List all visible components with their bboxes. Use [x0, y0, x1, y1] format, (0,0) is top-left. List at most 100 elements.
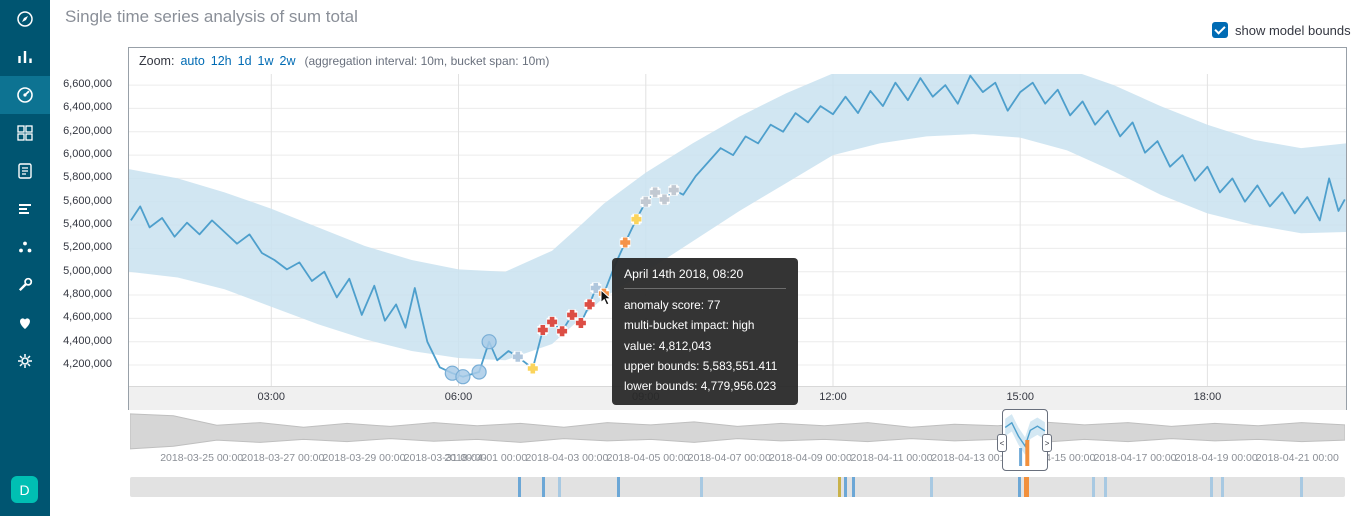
y-axis-tick: 6,200,000 [63, 124, 112, 137]
management-icon [18, 354, 32, 368]
y-axis-tick: 5,000,000 [63, 264, 112, 277]
model-bounds-label[interactable]: show model bounds [1235, 22, 1351, 38]
context-date-label: 2018-03-31 00:00 [403, 452, 487, 464]
swimlane-anomaly-mark-lightblue[interactable] [1300, 477, 1303, 497]
sidebar-item-metrics[interactable] [0, 190, 50, 228]
sidebar-item-apm[interactable] [0, 228, 50, 266]
app-sidebar: D [0, 0, 50, 516]
tooltip-timestamp: April 14th 2018, 08:20 [624, 267, 744, 281]
context-date-label: 2018-04-09 00:00 [768, 452, 852, 464]
timeseries-svg[interactable] [129, 74, 1346, 386]
swimlane-anomaly-mark-blue[interactable] [851, 477, 855, 497]
x-axis-tick-06:00: 06:00 [444, 391, 473, 403]
tooltip-details: anomaly score: 77 multi-bucket impact: hi… [624, 295, 786, 396]
mouse-cursor [600, 290, 612, 306]
monitoring-icon [20, 318, 30, 329]
swimlane-anomaly-mark-lightblue[interactable] [557, 477, 561, 497]
sidebar-item-discover[interactable] [0, 0, 50, 38]
swimlane-anomaly-mark-blue[interactable] [617, 477, 621, 497]
context-chart[interactable]: 2018-03-25 00:00 2018-03-27 00:00 2018-03-… [130, 409, 1345, 471]
swimlane-anomaly-mark-lightblue[interactable] [929, 477, 933, 497]
x-axis-tick-03:00: 03:00 [257, 391, 286, 403]
y-axis-tick: 6,600,000 [63, 78, 112, 91]
tooltip-separator [624, 288, 786, 289]
context-date-label: 2018-04-17 00:00 [1093, 452, 1177, 464]
show-model-bounds-toggle: show model bounds [1212, 22, 1351, 38]
tooltip-line: anomaly score: 77 [624, 298, 721, 312]
tooltip-line: multi-bucket impact: high [624, 318, 755, 333]
swimlane-anomaly-mark-blue[interactable] [541, 477, 545, 497]
context-date-label: 2018-03-25 00:00 [160, 452, 244, 464]
page-title: Single time series analysis of sum total [65, 7, 358, 26]
y-axis-labels: 6,600,000 6,400,000 6,200,000 6,000,000 5,80… [0, 74, 120, 386]
zoom-link-1w[interactable]: 1w [257, 54, 274, 68]
zoom-links: auto 12h 1d 1w 2w [174, 54, 295, 68]
sidebar-item-machine-learning[interactable] [0, 76, 50, 114]
dashboard-icon [17, 125, 33, 141]
zoom-controls: Zoom: auto 12h 1d 1w 2w (aggregation interva… [129, 48, 1346, 74]
swimlane-anomaly-mark-blue[interactable] [844, 477, 848, 497]
model-bounds-checkbox[interactable] [1212, 22, 1228, 38]
swimlane-anomaly-mark-blue[interactable] [517, 477, 521, 497]
zoom-link-12h[interactable]: 12h [210, 54, 232, 68]
zoom-label: Zoom: [139, 54, 175, 68]
y-axis-tick: 5,600,000 [63, 194, 112, 207]
context-date-label: 2018-04-03 00:00 [525, 452, 609, 464]
zoom-link-1d[interactable]: 1d [237, 54, 252, 68]
context-date-label: 2018-04-21 00:00 [1255, 452, 1339, 464]
sidebar-item-management[interactable] [0, 342, 50, 380]
swimlane-anomaly-mark-lightblue[interactable] [699, 477, 703, 497]
swimlane-anomaly-mark-lightblue[interactable] [1092, 477, 1096, 497]
tooltip-line: upper bounds: 5,583,551.411 [624, 358, 778, 373]
swimlane-anomaly-mark-orange[interactable] [1024, 477, 1030, 497]
swimlane-anomaly-mark-blue[interactable] [1018, 477, 1022, 497]
brush-handle-left[interactable]: < [997, 434, 1007, 452]
y-axis-tick: 4,800,000 [63, 288, 112, 301]
swimlane-anomaly-mark-yellow[interactable] [838, 477, 842, 497]
sidebar-item-logs[interactable] [0, 152, 50, 190]
sidebar-item-monitoring[interactable] [0, 304, 50, 342]
apm-icon [19, 241, 32, 253]
zoom-link-auto[interactable]: auto [180, 54, 205, 68]
aggregation-info: (aggregation interval: 10m, bucket span:… [304, 54, 550, 68]
context-date-label: 2018-03-29 00:00 [322, 452, 406, 464]
context-date-label: 2018-04-07 00:00 [687, 452, 771, 464]
y-axis-tick: 6,400,000 [63, 101, 112, 114]
sidebar-item-visualize[interactable] [0, 38, 50, 76]
x-axis-tick-12:00: 12:00 [819, 391, 847, 403]
swimlane-anomaly-mark-lightblue[interactable] [1221, 477, 1225, 497]
sidebar-item-dev-tools[interactable] [0, 266, 50, 304]
anomaly-swimlane[interactable] [130, 477, 1345, 497]
time-selection-brush[interactable] [1002, 409, 1049, 471]
y-axis-tick: 5,200,000 [63, 241, 112, 254]
y-axis-tick: 5,400,000 [63, 218, 112, 231]
x-axis-tick-15:00: 15:00 [1006, 391, 1034, 403]
metrics-icon [19, 204, 31, 214]
tooltip-line: value: 4,812,043 [624, 338, 712, 353]
logs-icon [18, 163, 32, 179]
machine-learning-icon [17, 87, 33, 103]
anomaly-tooltip: April 14th 2018, 08:20 anomaly score: 77… [612, 258, 798, 406]
brush-handle-right[interactable]: > [1042, 434, 1053, 452]
discover-icon [17, 11, 33, 27]
y-axis-tick: 6,000,000 [63, 148, 112, 161]
context-date-label: 2018-04-13 00:00 [931, 452, 1015, 464]
context-band-svg [130, 413, 1345, 450]
sidebar-item-dashboard[interactable] [0, 114, 50, 152]
y-axis-tick: 4,400,000 [63, 334, 112, 347]
brush-mini-chart [1004, 414, 1046, 466]
zoom-link-2w[interactable]: 2w [279, 54, 296, 68]
context-date-labels: 2018-03-25 00:00 2018-03-27 00:00 2018-03-… [130, 452, 1345, 466]
user-avatar[interactable]: D [11, 476, 38, 503]
x-axis-tick-18:00: 18:00 [1193, 391, 1222, 403]
dev-tools-icon [18, 277, 33, 292]
visualize-icon [18, 51, 32, 63]
sidebar-nav [0, 0, 50, 380]
context-date-label: 2018-04-01 00:00 [444, 452, 528, 464]
timeseries-plot[interactable] [129, 74, 1346, 386]
y-axis-tick: 5,800,000 [63, 171, 112, 184]
y-axis-tick: 4,600,000 [63, 311, 112, 324]
swimlane-anomaly-mark-lightblue[interactable] [1210, 477, 1214, 497]
swimlane-anomaly-mark-lightblue[interactable] [1104, 477, 1108, 497]
